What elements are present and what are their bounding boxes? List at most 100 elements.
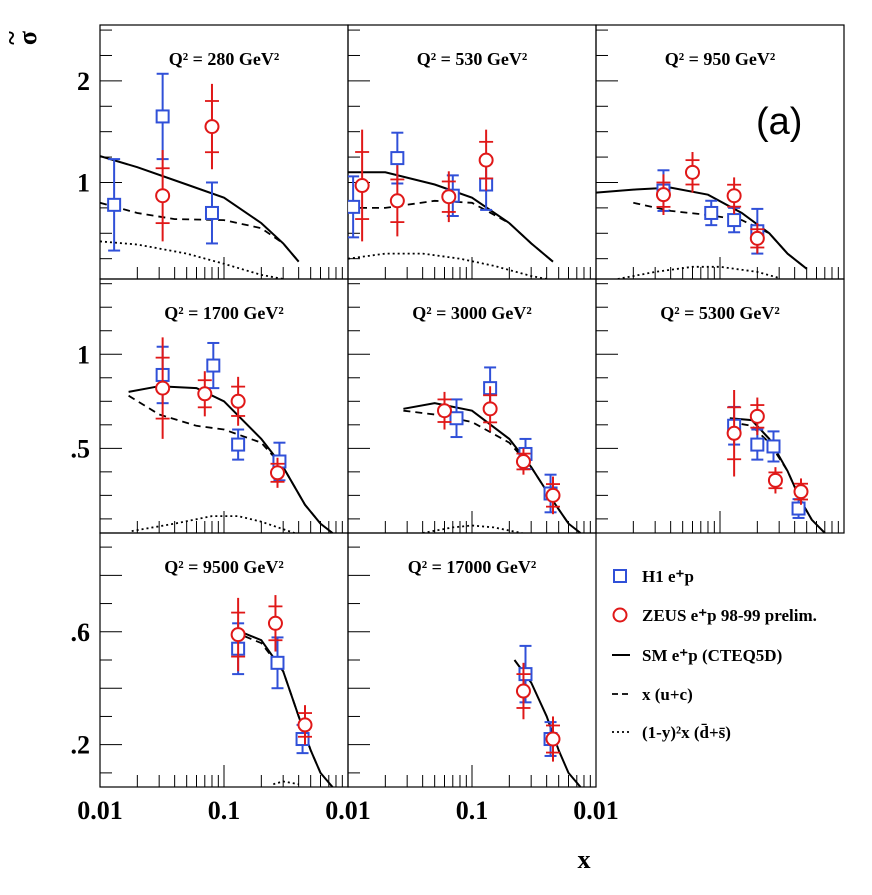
zeus-point [684, 164, 700, 180]
panel-curves [100, 72, 300, 279]
panel-curves [513, 644, 582, 787]
zeus-point [269, 465, 285, 481]
zeus-point [297, 717, 313, 733]
panel: Q² = 530 GeV² [348, 49, 554, 279]
legend-label: ZEUS e⁺p 98-99 prelim. [642, 606, 817, 625]
legend-item: H1 e⁺p [613, 567, 694, 586]
panel-frames [99, 24, 845, 788]
zeus-point [155, 380, 171, 396]
zeus-point [267, 615, 283, 631]
legend-label: SM e⁺p (CTEQ5D) [642, 646, 782, 665]
legend: H1 e⁺p ZEUS e⁺p 98-99 prelim. SM e⁺p (CTEQ… [612, 567, 817, 742]
h1-point [206, 358, 221, 373]
legend-item: SM e⁺p (CTEQ5D) [612, 646, 782, 665]
zeus-point [655, 187, 671, 203]
zeus-point [441, 189, 457, 205]
x-axis-title: x [578, 845, 591, 874]
zeus-point [436, 403, 452, 419]
zeus-point [545, 487, 561, 503]
x-tick-label: 0.01 [573, 796, 619, 825]
h1-point [107, 197, 122, 212]
zeus-point [197, 386, 213, 402]
sm-curve [596, 186, 808, 270]
ds-curve [100, 240, 284, 279]
legend-h1-marker [613, 569, 627, 583]
panel: Q² = 9500 GeV² [164, 557, 334, 787]
h1-point [155, 109, 170, 124]
sm-curve [233, 628, 334, 787]
y-axis-accent: ~ [0, 31, 26, 45]
y-axis-title: σ [13, 31, 42, 45]
uc-curve [128, 394, 322, 525]
x-tick-label: 0.01 [77, 796, 123, 825]
uc-curve [403, 409, 570, 525]
zeus-point [155, 188, 171, 204]
h1-point [348, 199, 361, 214]
x-tick-label: 0.01 [325, 796, 371, 825]
panel: Q² = 950 GeV² [596, 49, 808, 279]
panel-title: Q² = 5300 GeV² [660, 303, 780, 323]
h1-point [791, 501, 806, 516]
uc-curve [348, 199, 554, 263]
zeus-point [482, 401, 498, 417]
panel-curves [726, 390, 826, 541]
uc-curve [633, 201, 808, 270]
panel: Q² = 280 GeV² [100, 49, 300, 279]
zeus-point [749, 408, 765, 424]
ds-curve [273, 780, 299, 786]
h1-point [295, 732, 310, 747]
panel-curves [348, 129, 554, 279]
ds-curve [617, 265, 780, 279]
ds-curve [422, 524, 526, 533]
panel-title: Q² = 1700 GeV² [164, 303, 284, 323]
panel: Q² = 3000 GeV² [403, 303, 582, 533]
panel-title: Q² = 530 GeV² [417, 49, 528, 69]
uc-curve [729, 421, 813, 521]
h1-point [231, 437, 246, 452]
zeus-point [545, 731, 561, 747]
legend-label: x (u+c) [642, 685, 693, 704]
panel: Q² = 17000 GeV² [408, 557, 582, 787]
sm-curve [100, 155, 300, 263]
panel-curves [230, 595, 334, 787]
uc-curve [100, 201, 300, 263]
panel-curves [128, 337, 334, 533]
zeus-point [230, 393, 246, 409]
panel: Q² = 1700 GeV² [128, 303, 334, 533]
panel-label: (a) [756, 101, 802, 143]
y-tick-label: .2 [71, 731, 91, 760]
panel-title: Q² = 950 GeV² [665, 49, 776, 69]
h1-point [449, 411, 464, 426]
panel-title: Q² = 17000 GeV² [408, 557, 537, 577]
h1-point [704, 205, 719, 220]
ds-curve [730, 535, 801, 541]
panel-title: Q² = 280 GeV² [169, 49, 280, 69]
h1-point [766, 439, 781, 454]
x-tick-label: 0.1 [208, 796, 241, 825]
panel: Q² = 5300 GeV² [660, 303, 826, 541]
ds-curve [348, 252, 547, 279]
zeus-point [726, 188, 742, 204]
zeus-point [230, 627, 246, 643]
zeus-point [389, 193, 405, 209]
uc-curve [233, 630, 322, 774]
legend-label: H1 e⁺p [642, 567, 694, 586]
legend-label: (1-y)²x (d̄+s̄) [642, 723, 731, 742]
axis-labels: 2 1 1 .5 .6 .2 0.01 0.1 0.01 0.1 0.01 x σ~ (a) [0, 31, 802, 874]
ds-curve [131, 515, 298, 533]
h1-point [750, 437, 765, 452]
zeus-point [793, 484, 809, 500]
legend-item: x (u+c) [612, 685, 693, 704]
zeus-point [478, 152, 494, 168]
y-tick-label: .5 [71, 434, 91, 463]
y-tick-label: .6 [71, 618, 91, 647]
panel-title: Q² = 3000 GeV² [412, 303, 532, 323]
panel-curves [596, 152, 808, 279]
h1-point [270, 655, 285, 670]
zeus-point [204, 119, 220, 135]
zeus-point [767, 472, 783, 488]
zeus-point [354, 178, 370, 194]
zeus-point [515, 454, 531, 470]
h1-point [727, 213, 742, 228]
